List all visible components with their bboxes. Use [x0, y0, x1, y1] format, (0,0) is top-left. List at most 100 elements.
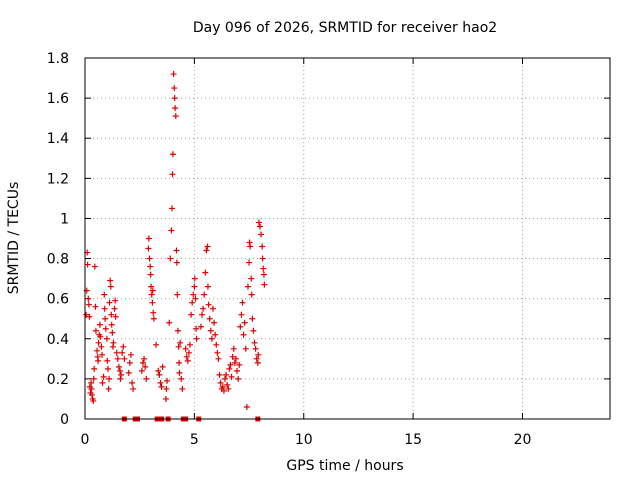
y-tick-label: 1.4 [47, 131, 69, 147]
chart-title: Day 096 of 2026, SRMTID for receiver hao… [193, 20, 497, 36]
data-point [244, 283, 251, 290]
data-point [172, 113, 179, 120]
data-point [250, 327, 257, 334]
data-point [237, 323, 244, 330]
data-point [206, 315, 213, 322]
data-point [238, 311, 245, 318]
data-point [101, 305, 108, 312]
data-point [91, 365, 98, 372]
data-point [106, 299, 113, 306]
data-point [101, 291, 108, 298]
data-point [103, 335, 110, 342]
data-point [89, 391, 95, 398]
data-point [96, 321, 103, 328]
data-point [111, 305, 118, 312]
data-point [147, 271, 154, 278]
x-tick-label: 0 [81, 432, 90, 448]
data-point [91, 263, 98, 270]
data-point [229, 353, 236, 360]
data-point [147, 263, 154, 270]
plot-frame [84, 57, 611, 420]
data-point [104, 357, 111, 364]
data-point [153, 341, 160, 348]
data-point [98, 343, 105, 350]
y-axis-label: SRMTID / TECUs [6, 182, 22, 295]
data-point [107, 283, 114, 290]
data-point [224, 381, 231, 388]
data-point [102, 315, 109, 322]
data-point [115, 363, 122, 370]
data-point [138, 367, 145, 374]
data-point [148, 283, 155, 290]
data-point [126, 359, 133, 366]
data-point [99, 351, 106, 358]
y-tick-label: 0.2 [47, 372, 69, 388]
data-point [239, 299, 246, 306]
data-point [228, 373, 235, 380]
data-point [117, 367, 123, 374]
data-point [141, 355, 148, 362]
data-point [189, 299, 196, 306]
data-point [225, 385, 232, 392]
data-point [202, 269, 209, 276]
data-point [248, 291, 255, 298]
data-point [249, 315, 256, 322]
data-point [235, 375, 242, 382]
y-ticks: 0 0.2 0.4 0.6 0.8 1 1.2 1.4 1.6 1.8 [47, 51, 610, 428]
data-point [114, 355, 121, 362]
data-point [90, 397, 97, 404]
data-point [173, 259, 180, 266]
y-tick-label: 0 [60, 412, 69, 428]
data-point [255, 351, 262, 358]
data-point [174, 291, 181, 298]
y-tick-label: 0.4 [47, 332, 69, 348]
data-point [184, 357, 191, 364]
data-point [240, 331, 247, 338]
data-point [117, 375, 124, 382]
data-point [105, 385, 112, 392]
data-point [227, 361, 234, 368]
data-point [252, 345, 259, 352]
data-point [255, 219, 262, 226]
data-point [139, 359, 146, 366]
data-point [174, 327, 181, 334]
data-point [208, 335, 215, 342]
data-point [145, 235, 152, 242]
data-point [95, 339, 102, 346]
data-point [148, 291, 155, 298]
data-point [234, 367, 241, 374]
data-point [178, 375, 185, 382]
data-point [85, 295, 92, 302]
y-tick-label: 1.8 [47, 51, 69, 67]
data-point [92, 303, 99, 310]
data-points [83, 71, 268, 422]
data-point [261, 281, 268, 288]
data-point [257, 223, 263, 230]
data-point [212, 331, 219, 338]
data-point [125, 369, 132, 376]
data-point [108, 321, 115, 328]
data-point [259, 255, 266, 262]
data-point [120, 343, 127, 350]
data-point [236, 361, 243, 368]
y-tick-label: 1.2 [47, 171, 69, 187]
data-point [163, 385, 170, 392]
data-point [110, 339, 117, 346]
data-point [199, 311, 206, 318]
data-point [246, 239, 253, 246]
data-point [205, 301, 212, 308]
data-point [158, 383, 165, 390]
data-point [220, 387, 227, 394]
data-point [107, 277, 114, 284]
data-point [183, 353, 190, 360]
y-tick-label: 0.8 [47, 252, 69, 268]
data-point [164, 377, 171, 384]
data-point [232, 355, 239, 362]
data-point [86, 313, 93, 320]
data-point [185, 349, 192, 356]
data-point [170, 71, 177, 78]
data-point [226, 365, 233, 372]
data-point [176, 369, 183, 376]
x-tick-label: 5 [190, 432, 199, 448]
data-point [191, 275, 198, 282]
